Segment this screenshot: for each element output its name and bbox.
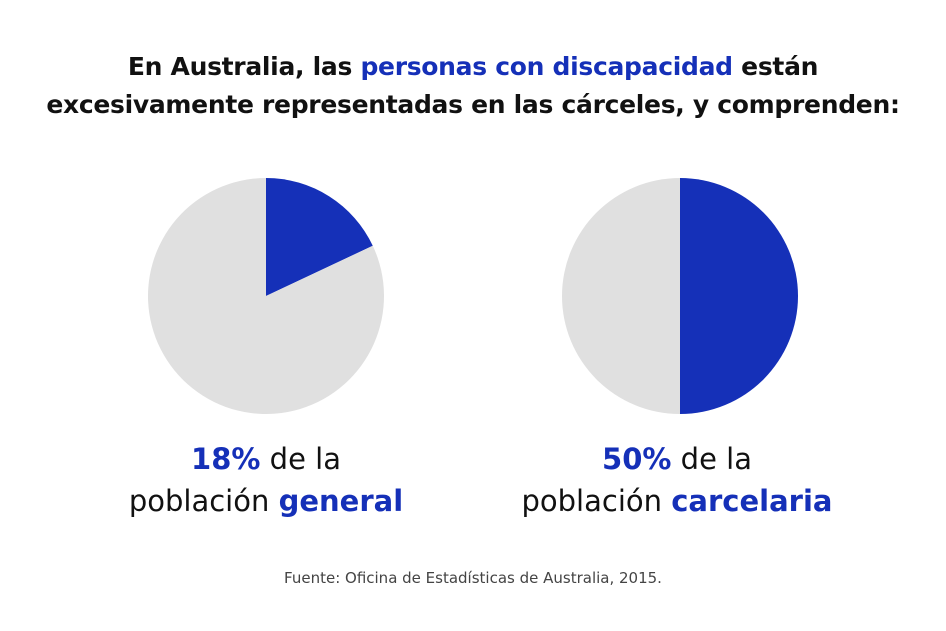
caption-text: de la: [260, 442, 341, 476]
caption-emphasis: carcelaria: [671, 484, 833, 518]
pie-slice-disability: [680, 178, 798, 414]
caption-text: de la: [671, 442, 752, 476]
title-line-2: excesivamente representadas en las cárce…: [46, 90, 900, 119]
caption-text: población: [128, 484, 279, 518]
percent-label: 50%: [602, 442, 672, 476]
pie-caption-general: 18% de la población general: [86, 438, 446, 522]
title-text: están: [732, 52, 819, 81]
percent-label: 18%: [191, 442, 261, 476]
pie-slice-disability: [266, 178, 373, 296]
pie-caption-carcelaria: 50% de la población carcelaria: [497, 438, 857, 522]
pie-slice-rest: [562, 178, 680, 414]
chart-title: En Australia, las personas con discapaci…: [0, 48, 946, 124]
caption-text: población: [521, 484, 672, 518]
caption-emphasis: general: [278, 484, 404, 518]
source-note: Fuente: Oficina de Estadísticas de Austr…: [284, 569, 662, 587]
title-text: En Australia, las: [127, 52, 361, 81]
pie-slice-rest: [147, 178, 384, 415]
title-highlight: personas con discapacidad: [360, 52, 733, 81]
